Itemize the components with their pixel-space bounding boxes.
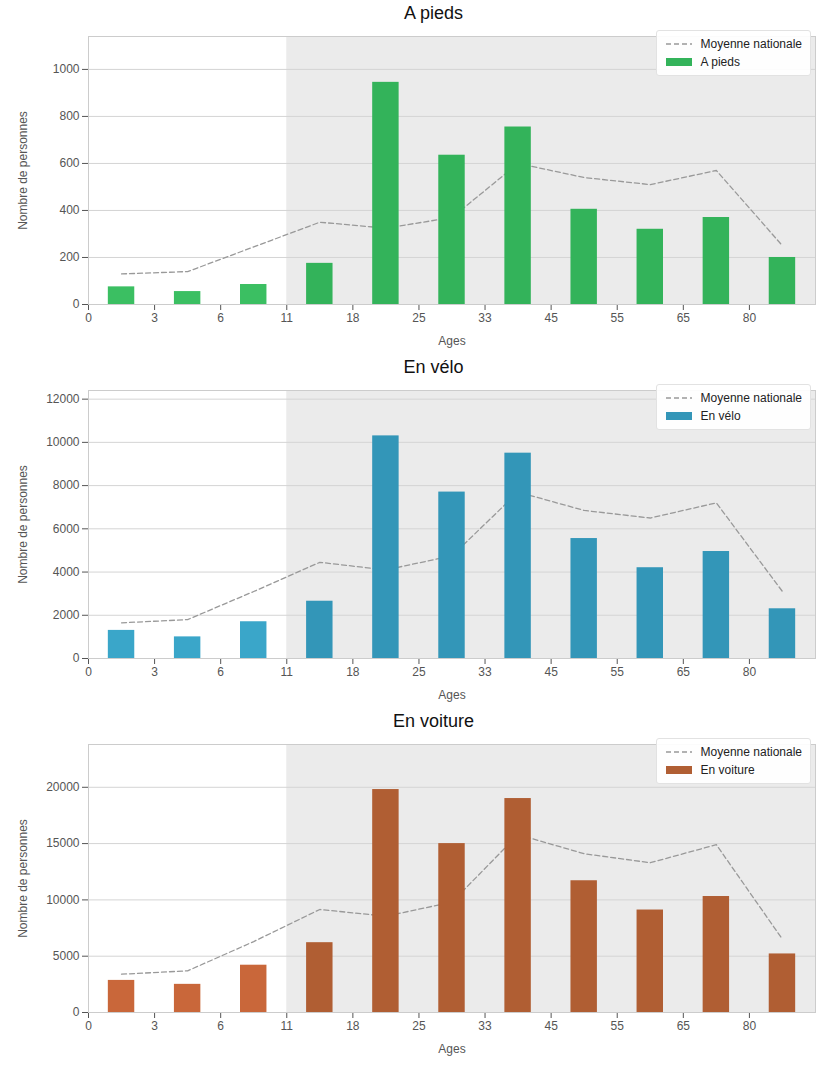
svg-text:65: 65 — [677, 665, 691, 679]
svg-text:Nombre de personnes: Nombre de personnes — [16, 819, 30, 938]
svg-text:Ages: Ages — [438, 688, 465, 702]
svg-text:3: 3 — [151, 311, 158, 325]
svg-text:20000: 20000 — [46, 780, 80, 794]
svg-text:6: 6 — [217, 311, 224, 325]
svg-text:600: 600 — [59, 156, 79, 170]
svg-text:45: 45 — [544, 1019, 558, 1033]
svg-text:5000: 5000 — [53, 949, 80, 963]
svg-text:1000: 1000 — [53, 62, 80, 76]
svg-text:33: 33 — [478, 311, 492, 325]
svg-text:45: 45 — [544, 665, 558, 679]
svg-text:25: 25 — [412, 665, 426, 679]
svg-text:33: 33 — [478, 665, 492, 679]
svg-text:55: 55 — [611, 1019, 625, 1033]
svg-text:15000: 15000 — [46, 836, 80, 850]
svg-text:25: 25 — [412, 311, 426, 325]
svg-text:3: 3 — [151, 1019, 158, 1033]
svg-text:Nombre de personnes: Nombre de personnes — [16, 111, 30, 230]
svg-text:55: 55 — [611, 665, 625, 679]
svg-text:45: 45 — [544, 311, 558, 325]
html-text:En voiture: En voiture — [393, 711, 474, 731]
svg-text:80: 80 — [743, 665, 757, 679]
html-text:Moyenne nationale: Moyenne nationale — [700, 37, 802, 51]
svg-text:18: 18 — [346, 665, 360, 679]
svg-text:11: 11 — [281, 665, 294, 679]
svg-text:Ages: Ages — [438, 1042, 465, 1056]
svg-text:200: 200 — [59, 250, 79, 264]
svg-text:6000: 6000 — [53, 522, 80, 536]
svg-text:18: 18 — [346, 311, 360, 325]
svg-text:65: 65 — [677, 311, 691, 325]
svg-text:18: 18 — [346, 1019, 360, 1033]
svg-text:4000: 4000 — [53, 565, 80, 579]
svg-text:0: 0 — [73, 297, 80, 311]
svg-text:10000: 10000 — [46, 435, 80, 449]
html-text:En vélo: En vélo — [403, 357, 464, 377]
svg-text:0: 0 — [73, 1005, 80, 1019]
svg-text:80: 80 — [743, 311, 757, 325]
svg-text:55: 55 — [611, 311, 625, 325]
html-text:Moyenne nationale: Moyenne nationale — [700, 391, 802, 405]
html-text:En voiture: En voiture — [700, 763, 755, 777]
svg-text:11: 11 — [281, 311, 294, 325]
svg-text:10000: 10000 — [46, 893, 80, 907]
svg-text:3: 3 — [151, 665, 158, 679]
svg-text:12000: 12000 — [46, 392, 80, 406]
svg-text:11: 11 — [281, 1019, 294, 1033]
svg-text:6: 6 — [217, 665, 224, 679]
svg-text:0: 0 — [85, 311, 92, 325]
html-text:Moyenne nationale: Moyenne nationale — [700, 745, 802, 759]
svg-text:33: 33 — [478, 1019, 492, 1033]
svg-text:800: 800 — [59, 109, 79, 123]
svg-text:25: 25 — [412, 1019, 426, 1033]
svg-text:Nombre de personnes: Nombre de personnes — [16, 465, 30, 584]
svg-text:80: 80 — [743, 1019, 757, 1033]
svg-text:6: 6 — [217, 1019, 224, 1033]
svg-text:0: 0 — [85, 1019, 92, 1033]
svg-text:8000: 8000 — [53, 478, 80, 492]
svg-text:400: 400 — [59, 203, 79, 217]
svg-text:0: 0 — [73, 651, 80, 665]
svg-text:2000: 2000 — [53, 608, 80, 622]
html-text:A pieds: A pieds — [404, 3, 463, 23]
html-text:En vélo: En vélo — [700, 409, 741, 423]
svg-text:0: 0 — [85, 665, 92, 679]
html-text:A pieds: A pieds — [700, 55, 740, 69]
svg-text:65: 65 — [677, 1019, 691, 1033]
svg-text:Ages: Ages — [438, 334, 465, 348]
